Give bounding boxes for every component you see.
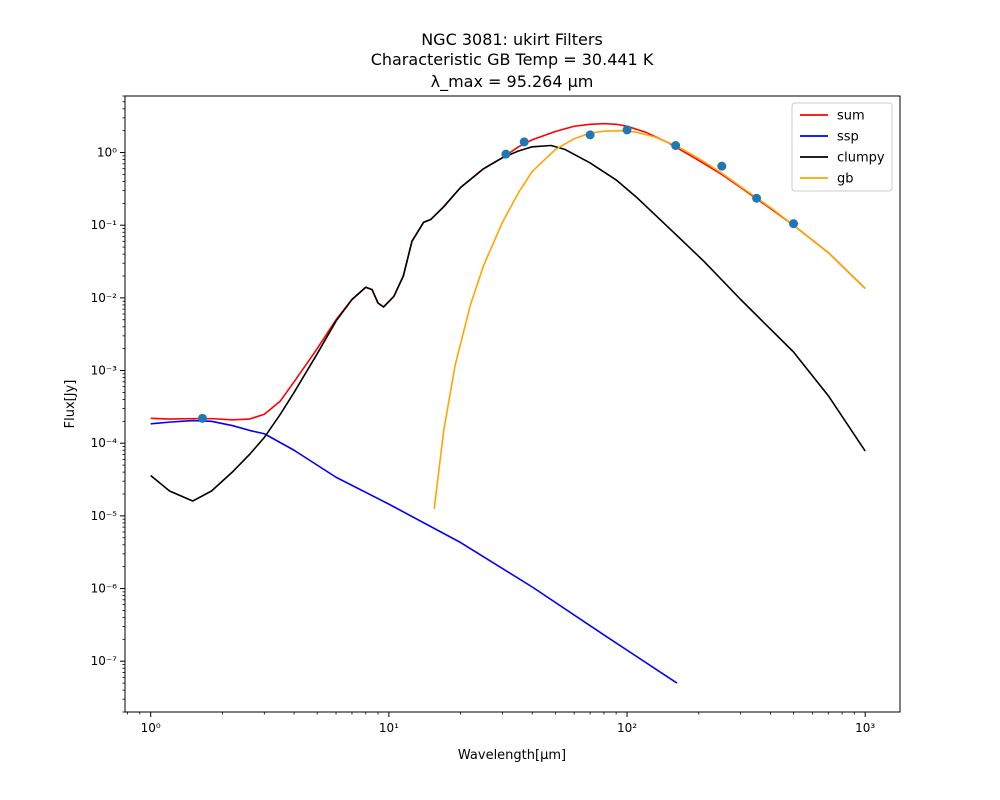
observed-data-point: [585, 130, 595, 140]
legend: sum ssp clumpy gb: [791, 102, 893, 192]
observed-data-point: [717, 161, 727, 171]
chart-title-line-2: Characteristic GB Temp = 30.441 K: [371, 50, 654, 69]
y-tick-label: 10⁻¹: [91, 218, 118, 232]
y-tick-label: 10⁻²: [91, 291, 118, 305]
observed-data-point: [501, 149, 511, 159]
observed-data-point: [622, 125, 632, 135]
y-tick-label: 10⁻⁵: [91, 509, 118, 523]
observed-data-point: [198, 413, 207, 423]
series-line-gb: [433, 129, 866, 509]
axis-ticks: 10⁰ 10¹ 10² 10³ 10⁻⁷ 10⁻⁶ 10⁻⁵ 10⁻⁴ 10⁻³ 10⁻² 10⁻¹…: [91, 95, 875, 735]
y-tick-label: 10⁻⁷: [91, 654, 118, 668]
legend-box: [791, 102, 893, 192]
chart-title-line-3: λ_max = 95.264 μm: [431, 72, 594, 92]
chart-title-line-1: NGC 3081: ukirt Filters: [421, 30, 603, 49]
plot-frame: [124, 95, 901, 713]
series-line-clumpy: [150, 144, 866, 502]
observed-data-point: [752, 193, 762, 203]
x-tick-label: 10²: [617, 721, 637, 735]
y-axis-label: Flux[Jy]: [63, 380, 78, 429]
observed-data-point: [789, 219, 798, 229]
observed-data-point: [671, 141, 681, 150]
observed-points: [198, 125, 798, 423]
x-axis-label: Wavelength[μm]: [458, 748, 566, 763]
observed-data-point: [519, 137, 529, 147]
y-tick-label: 10⁻⁶: [91, 582, 118, 596]
legend-label-gb: gb: [837, 172, 854, 187]
series-line-ssp: [150, 419, 678, 684]
legend-label-ssp: ssp: [837, 130, 859, 145]
y-tick-label: 10⁻³: [91, 364, 118, 378]
legend-label-clumpy: clumpy: [837, 151, 885, 166]
y-tick-label: 10⁻⁴: [91, 436, 118, 450]
legend-label-sum: sum: [837, 109, 865, 124]
x-tick-label: 10⁰: [141, 721, 161, 735]
x-tick-label: 10³: [855, 721, 875, 735]
x-tick-label: 10¹: [379, 721, 399, 735]
y-tick-label: 10⁰: [97, 146, 117, 160]
